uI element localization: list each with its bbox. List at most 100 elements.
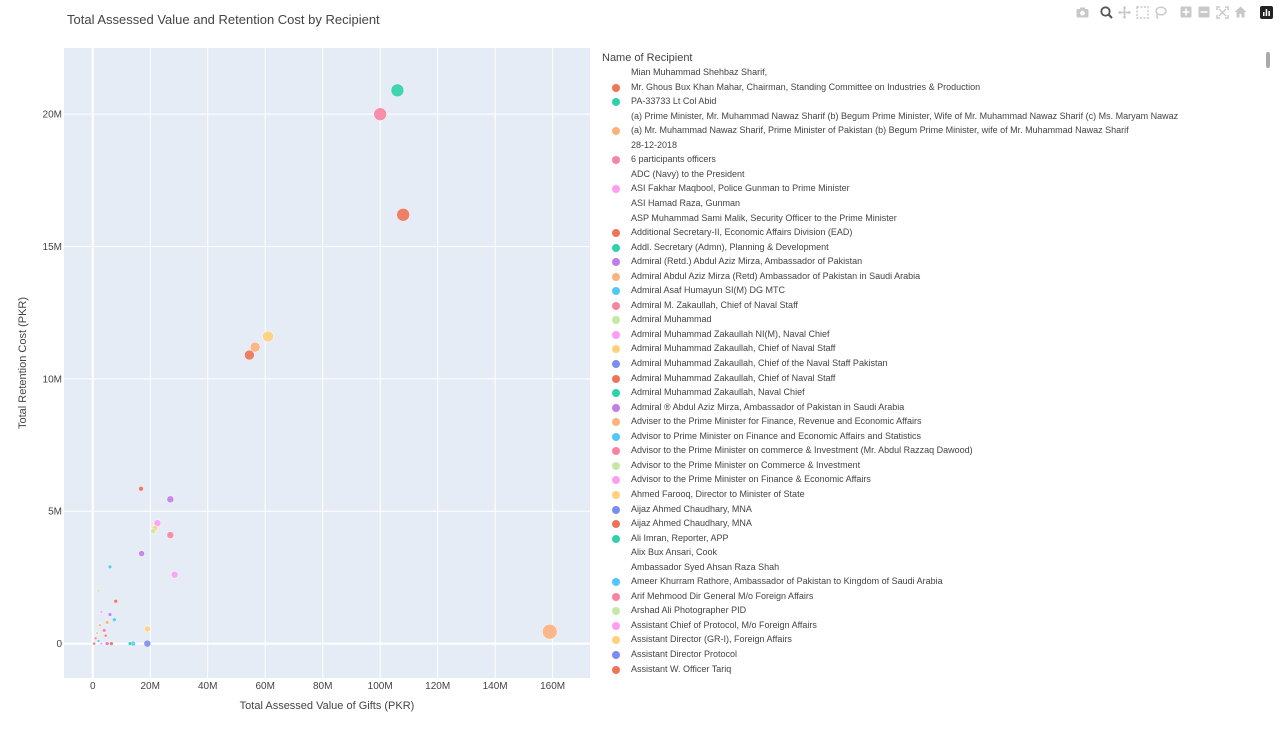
legend-label: 28-12-2018 [631, 139, 678, 150]
legend-label: ADC (Navy) to the President [631, 168, 745, 179]
legend-item[interactable]: Admiral Muhammad Zakaullah NI(M), Naval … [596, 328, 1256, 342]
modebar [1070, 4, 1280, 22]
scatter-point[interactable] [166, 495, 175, 504]
legend-marker [612, 243, 620, 252]
legend-item[interactable]: Assistant W. Officer Tariq [596, 663, 1256, 677]
legend-item[interactable]: Admiral ® Abdul Aziz Mirza, Ambassador o… [596, 401, 1256, 415]
scatter-point[interactable] [143, 639, 152, 648]
legend-item[interactable]: Admiral Muhammad Zakaullah, Naval Chief [596, 386, 1256, 400]
scatter-point[interactable] [95, 631, 99, 635]
scatter-point[interactable] [98, 623, 102, 627]
legend-item[interactable]: Admiral Muhammad Zakaullah, Chief of the… [596, 357, 1256, 371]
scatter-point[interactable] [112, 617, 117, 623]
scatter-point[interactable] [249, 341, 261, 353]
scatter-point[interactable] [262, 330, 274, 343]
legend-item[interactable]: Admiral Muhammad Zakaullah, Chief of Nav… [596, 372, 1256, 386]
legend-item[interactable]: Admiral M. Zakaullah, Chief of Naval Sta… [596, 299, 1256, 313]
scatter-point[interactable] [542, 623, 558, 640]
legend-item[interactable]: Admiral Abdul Aziz Mirza (Retd) Ambassad… [596, 270, 1256, 284]
legend-item[interactable]: (a) Mr. Muhammad Nawaz Sharif, Prime Min… [596, 124, 1256, 138]
scatter-point[interactable] [113, 598, 118, 604]
autoscale-icon[interactable] [1214, 4, 1230, 20]
camera-icon[interactable] [1074, 4, 1090, 20]
legend-item[interactable]: Additional Secretary-II, Economic Affair… [596, 226, 1256, 240]
legend-item[interactable]: Mr. Ghous Bux Khan Mahar, Chairman, Stan… [596, 81, 1256, 95]
scatter-point[interactable] [127, 641, 133, 646]
scatter-point[interactable] [396, 208, 410, 222]
scatter-point[interactable] [103, 633, 108, 638]
legend-item[interactable]: 28-12-2018 [596, 139, 1256, 153]
scatter-point[interactable] [109, 641, 114, 646]
legend-scrollbar[interactable] [1266, 52, 1270, 68]
legend-item[interactable]: (a) Prime Minister, Mr. Muhammad Nawaz S… [596, 110, 1256, 124]
scatter-point[interactable] [107, 612, 113, 617]
scatter-point[interactable] [101, 628, 107, 633]
legend-item[interactable]: Assistant Director (GR-I), Foreign Affai… [596, 633, 1256, 647]
box-select-icon[interactable] [1134, 4, 1150, 20]
scatter-point[interactable] [93, 636, 98, 641]
legend-item[interactable]: ASP Muhammad Sami Malik, Security Office… [596, 212, 1256, 226]
scatter-point[interactable] [107, 564, 113, 570]
legend-item[interactable]: Ambassador Syed Ahsan Raza Shah [596, 561, 1256, 575]
scatter-point[interactable] [99, 641, 104, 646]
legend-item[interactable]: Aijaz Ahmed Chaudhary, MNA [596, 503, 1256, 517]
legend-item[interactable]: Ahmed Farooq, Director to Minister of St… [596, 488, 1256, 502]
scatter-point[interactable] [99, 610, 104, 614]
legend-item[interactable]: PA-33733 Lt Col Abid [596, 95, 1256, 109]
legend-item[interactable]: ASI Hamad Raza, Gunman [596, 197, 1256, 211]
legend-item[interactable]: Advisor to Prime Minister on Finance and… [596, 430, 1256, 444]
lasso-icon[interactable] [1152, 4, 1168, 20]
scatter-point[interactable] [373, 107, 387, 121]
scatter-point[interactable] [138, 550, 145, 557]
legend-item[interactable]: 6 participants officers [596, 153, 1256, 167]
legend-label: Ambassador Syed Ahsan Raza Shah [631, 561, 780, 572]
scatter-point[interactable] [166, 531, 175, 539]
legend-item[interactable]: Admiral Asaf Humayun SI(M) DG MTC [596, 284, 1256, 298]
legend-item[interactable]: Admiral Muhammad Zakaullah, Chief of Nav… [596, 342, 1256, 356]
legend-item[interactable]: ASI Fakhar Maqbool, Police Gunman to Pri… [596, 182, 1256, 196]
zoom-in-icon[interactable] [1178, 4, 1194, 20]
legend-item[interactable]: Addl. Secretary (Admn), Planning & Devel… [596, 241, 1256, 255]
legend-item[interactable]: Assistant Chief of Protocol, M/o Foreign… [596, 619, 1256, 633]
legend-label: Advisor to the Prime Minister on commerc… [631, 445, 973, 456]
legend-item[interactable]: Ameer Khurram Rathore, Ambassador of Pak… [596, 575, 1256, 589]
scatter-point[interactable] [96, 639, 101, 643]
legend-item[interactable]: ADC (Navy) to the President [596, 168, 1256, 182]
legend-item[interactable]: Advisor to the Prime Minister on Finance… [596, 473, 1256, 487]
scatter-point[interactable] [150, 528, 156, 534]
legend-label: ASI Fakhar Maqbool, Police Gunman to Pri… [631, 183, 850, 194]
scatter-point[interactable] [244, 349, 255, 361]
legend-item[interactable]: Mian Muhammad Shehbaz Sharif, [596, 66, 1256, 80]
scatter-point[interactable] [144, 625, 151, 633]
legend-item[interactable]: Adviser to the Prime Minister for Financ… [596, 415, 1256, 429]
scatter-point[interactable] [92, 641, 96, 646]
legend-item[interactable]: Alix Bux Ansari, Cook [596, 546, 1256, 560]
plotly-logo-icon[interactable] [1258, 4, 1274, 20]
y-tick-label: 10M [43, 374, 62, 385]
legend-item[interactable]: Advisor to the Prime Minister on commerc… [596, 444, 1256, 458]
legend-item[interactable]: Aijaz Ahmed Chaudhary, MNA [596, 517, 1256, 531]
legend-item[interactable]: Admiral (Retd.) Abdul Aziz Mirza, Ambass… [596, 255, 1256, 269]
legend-item[interactable]: Advisor to the Prime Minister on Commerc… [596, 459, 1256, 473]
reset-axes-icon[interactable] [1232, 4, 1248, 20]
legend-label: Admiral Asaf Humayun SI(M) DG MTC [631, 285, 786, 296]
legend-item[interactable]: Ali Imran, Reporter, APP [596, 532, 1256, 546]
x-tick-label: 160M [540, 681, 565, 692]
scatter-point[interactable] [390, 83, 405, 98]
zoom-out-icon[interactable] [1196, 4, 1212, 20]
scatter-point[interactable] [104, 620, 110, 625]
scatter-point[interactable] [96, 588, 101, 593]
pan-icon[interactable] [1116, 4, 1132, 20]
legend-item[interactable]: Admiral Muhammad [596, 313, 1256, 327]
scatter-point[interactable] [170, 571, 179, 579]
legend-item[interactable]: Arshad Ali Photographer PID [596, 604, 1256, 618]
legend-marker [612, 520, 620, 529]
legend-marker [612, 360, 620, 368]
legend-item[interactable]: Arif Mehmood Dir General M/o Foreign Aff… [596, 590, 1256, 604]
legend-marker [612, 389, 620, 398]
plot-area[interactable]: 0 20M 40M 60M 80M 100M 120M 140M 160M 0 5M 10M 15M 20… [0, 0, 600, 720]
zoom-icon[interactable] [1098, 4, 1114, 20]
legend-item[interactable]: Assistant Director Protocol [596, 648, 1256, 662]
scatter-point[interactable] [138, 485, 144, 492]
scatter-point[interactable] [104, 641, 110, 646]
